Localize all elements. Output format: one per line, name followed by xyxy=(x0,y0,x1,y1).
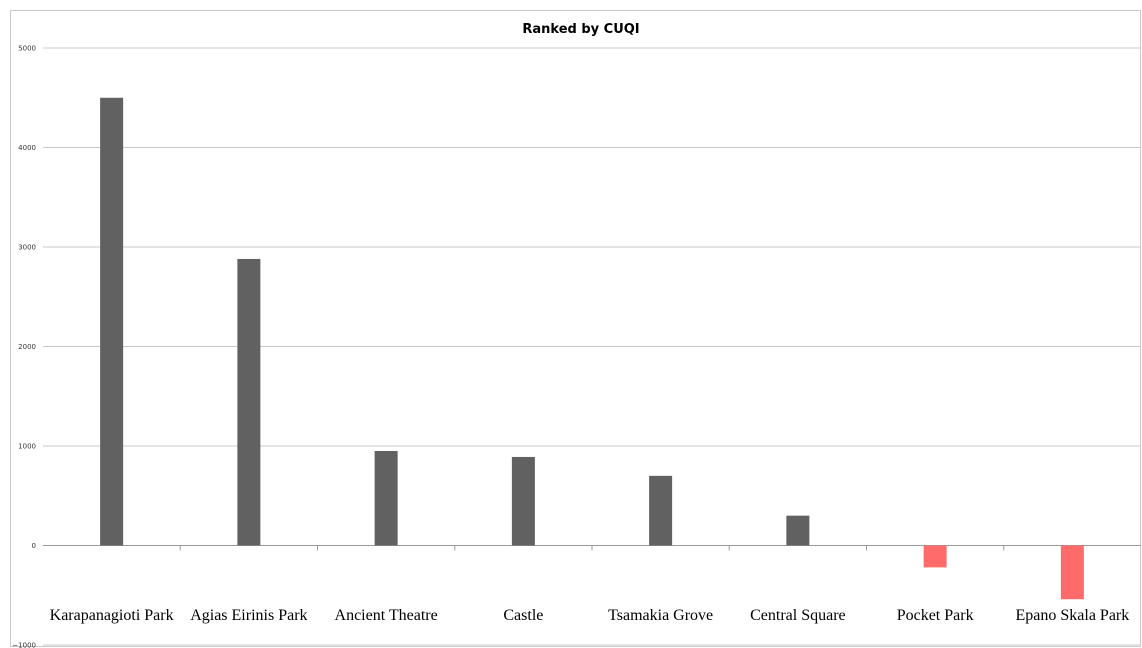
bar xyxy=(923,545,947,568)
x-tick-label: Castle xyxy=(503,607,543,624)
x-tick-label: Karapanagioti Park xyxy=(50,607,174,624)
y-tick-label: 4000 xyxy=(18,144,36,152)
x-tick-label: Epano Skala Park xyxy=(1016,607,1130,624)
y-tick-label: 0 xyxy=(32,542,36,550)
bar xyxy=(649,475,673,546)
bar xyxy=(786,515,810,546)
x-tick-label: Agias Eirinis Park xyxy=(190,607,307,624)
gridlines xyxy=(43,47,1141,646)
bar xyxy=(100,97,124,546)
x-tick-label: Tsamakia Grove xyxy=(608,607,713,624)
bars xyxy=(100,97,1084,600)
bar xyxy=(511,456,535,546)
y-tick-label: 2000 xyxy=(18,343,36,351)
y-axis-ticks: −1000 0 1000 2000 3000 4000 5000 xyxy=(12,45,36,648)
x-tick-label: Ancient Theatre xyxy=(335,607,438,624)
chart-title: Ranked by CUQI xyxy=(522,22,639,37)
y-tick-label: 3000 xyxy=(18,244,36,252)
x-axis-ticks: Karapanagioti Park Agias Eirinis Park Anci… xyxy=(50,607,1130,624)
y-tick-label: 5000 xyxy=(18,45,36,53)
x-tick-label: Pocket Park xyxy=(897,607,974,624)
y-tick-label: 1000 xyxy=(18,443,36,451)
x-tick-label: Central Square xyxy=(750,607,846,624)
bar xyxy=(1060,545,1084,600)
bar xyxy=(374,450,398,546)
chart-frame xyxy=(10,10,1141,647)
y-tick-label: −1000 xyxy=(12,642,36,648)
bar xyxy=(237,258,261,546)
